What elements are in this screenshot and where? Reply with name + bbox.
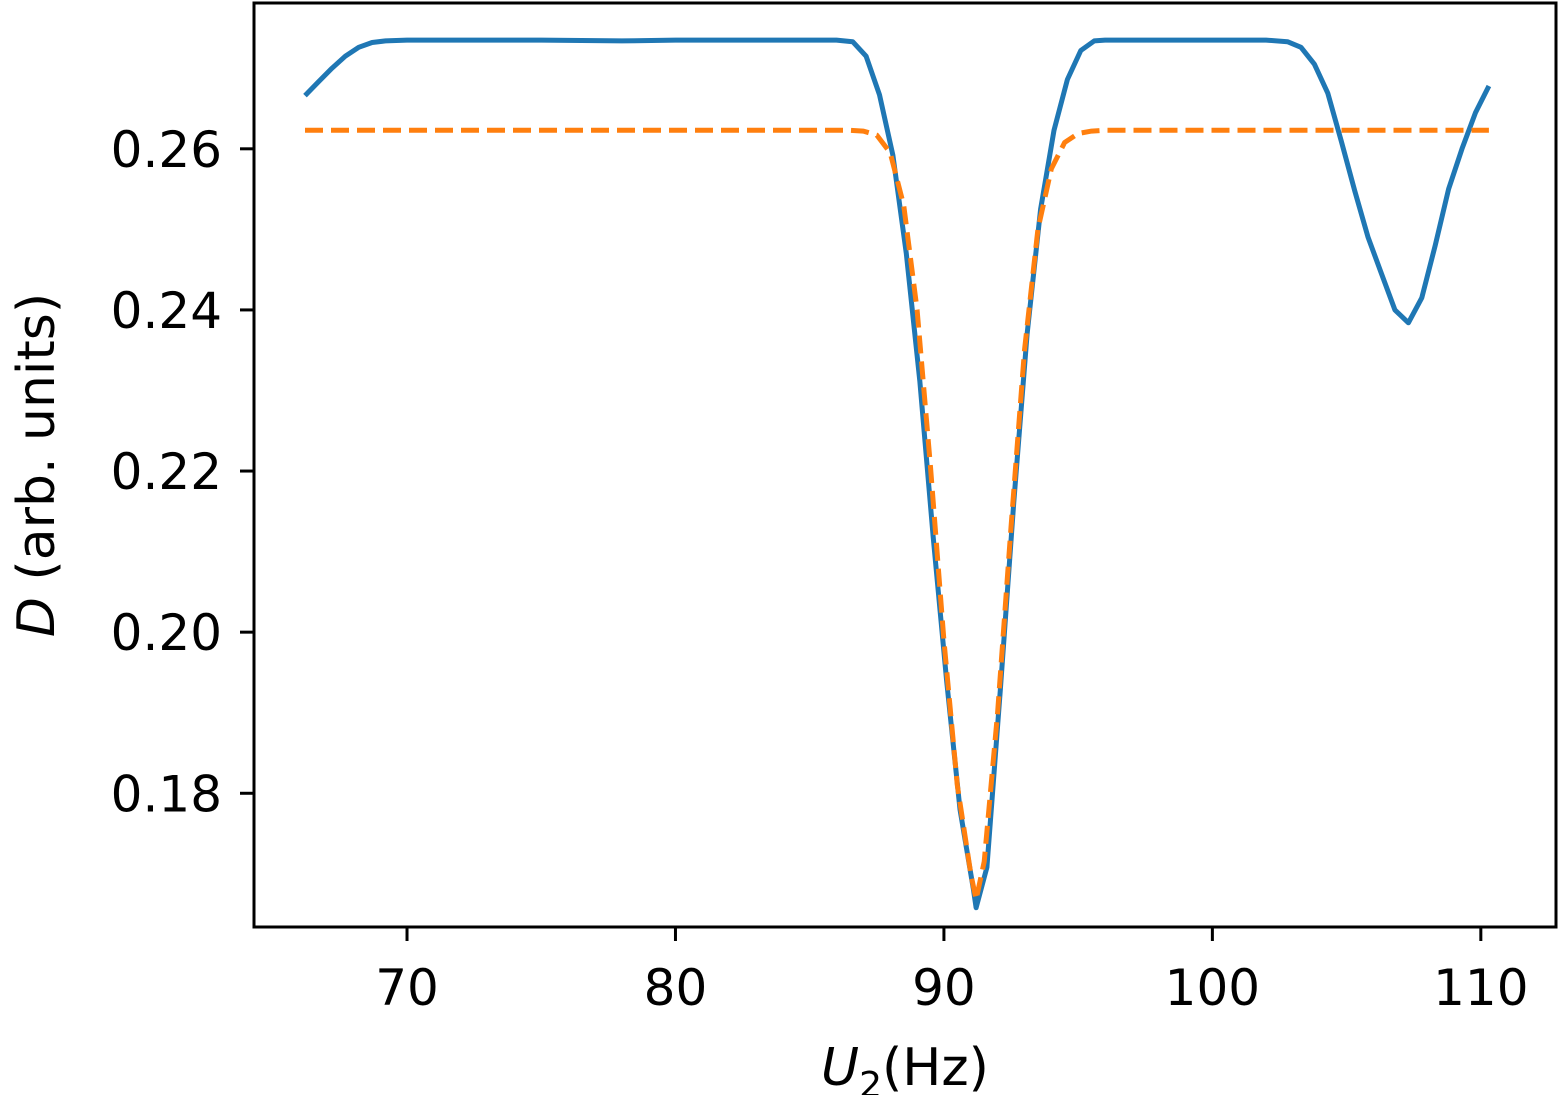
- y-tick-label: 0.26: [111, 121, 222, 179]
- x-tick-label: 80: [644, 959, 708, 1017]
- y-tick-label: 0.24: [111, 282, 222, 340]
- x-axis-ticks: 70 80 90 100 110: [375, 927, 1529, 1017]
- x-tick-label: 110: [1433, 959, 1528, 1017]
- series-line-2: [305, 127, 1489, 903]
- x-tick-label: 90: [912, 959, 976, 1017]
- series-layer: [303, 37, 1492, 911]
- x-tick-label: 100: [1165, 959, 1260, 1017]
- plot-frame: [252, 1, 1558, 929]
- x-axis-label: U2(Hz): [821, 1038, 989, 1095]
- y-tick-label: 0.20: [111, 604, 222, 662]
- y-axis-label: D (arb. units): [7, 293, 67, 637]
- x-tick-label: 70: [375, 959, 439, 1017]
- y-axis-ticks: 0.18 0.20 0.22 0.24 0.26: [111, 121, 254, 823]
- y-tick-label: 0.18: [111, 765, 222, 823]
- y-tick-label: 0.22: [111, 443, 222, 501]
